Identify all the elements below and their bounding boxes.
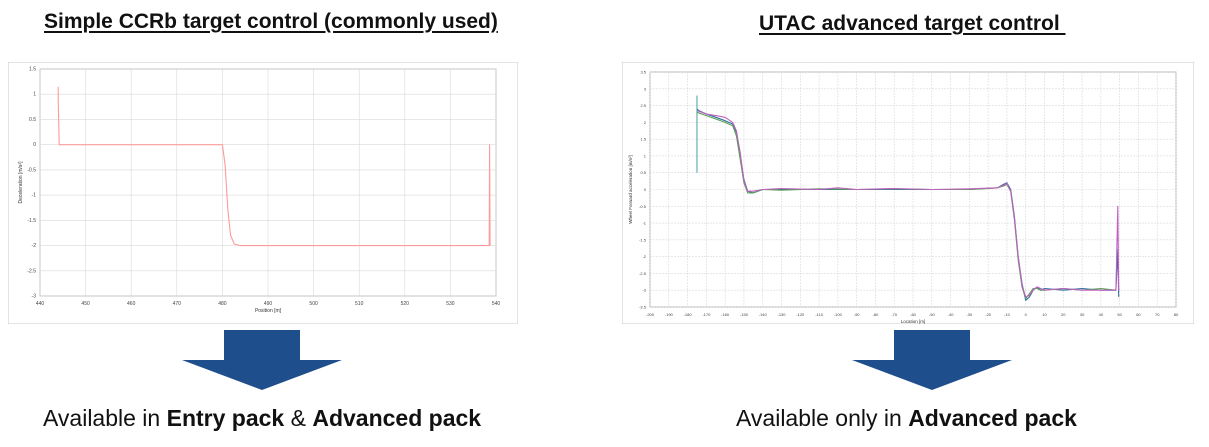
y-tick-label: -0.5 xyxy=(639,204,647,209)
x-tick-label: -190 xyxy=(665,312,674,317)
x-tick-label: -160 xyxy=(721,312,730,317)
y-tick-label: -1 xyxy=(642,221,646,226)
advanced-pack-label: Advanced pack xyxy=(908,405,1077,431)
x-tick-label: -140 xyxy=(759,312,768,317)
left-chart-heading: Simple CCRb target control (commonly use… xyxy=(44,10,498,33)
x-tick-label: 520 xyxy=(401,301,410,307)
availability-joiner: & xyxy=(284,405,313,431)
x-tick-label: 460 xyxy=(127,301,136,307)
arrow-shape xyxy=(852,330,1012,390)
y-tick-label: -1 xyxy=(32,193,37,199)
right-availability-text: Available only in Advanced pack xyxy=(736,405,1077,432)
x-tick-label: -10 xyxy=(1004,312,1011,317)
y-tick-label: 1.5 xyxy=(29,67,36,73)
x-tick-label: 80 xyxy=(1174,312,1179,317)
x-tick-label: 500 xyxy=(309,301,318,307)
x-tick-label: -20 xyxy=(985,312,992,317)
down-arrow-icon xyxy=(182,330,342,390)
down-arrow-icon xyxy=(852,330,1012,390)
y-tick-label: 1 xyxy=(33,92,36,98)
x-tick-label: 480 xyxy=(218,301,227,307)
series-line xyxy=(57,86,491,247)
utac-advanced-chart: -200 -190 -180 -170 -160 -150 -140 -130 -120 -110… xyxy=(622,62,1194,324)
advanced-pack-label: Advanced pack xyxy=(312,405,482,431)
y-tick-label: 0 xyxy=(33,142,36,148)
plot-area xyxy=(8,62,518,324)
x-tick-label: 70 xyxy=(1155,312,1160,317)
y-tick-label: -2.5 xyxy=(639,271,647,276)
y-tick-label: -1.5 xyxy=(639,237,647,242)
simple-ccrb-chart: 440 450 460 470 480 490 500 510 520 530 540 1.5 1 0.5… xyxy=(8,62,518,324)
y-tick-label: 1 xyxy=(644,153,647,158)
availability-prefix: Available in xyxy=(43,405,167,431)
y-tick-label: 2.5 xyxy=(640,103,646,108)
availability-prefix: Available only in xyxy=(736,405,909,431)
x-tick-label: -180 xyxy=(684,312,693,317)
x-tick-label: 540 xyxy=(492,301,501,307)
y-tick-label: -2 xyxy=(32,243,37,249)
y-tick-label: 3 xyxy=(644,86,647,91)
x-tick-label: -50 xyxy=(929,312,936,317)
x-tick-label: -200 xyxy=(646,312,655,317)
y-tick-label: -3.5 xyxy=(639,305,647,310)
x-tick-label: -100 xyxy=(834,312,843,317)
y-tick-label: 0.5 xyxy=(640,170,646,175)
x-tick-label: -130 xyxy=(777,312,786,317)
x-tick-label: 10 xyxy=(1042,312,1047,317)
y-tick-label: -2.5 xyxy=(27,268,36,274)
y-axis-label: Wheel Forward acceleration [m/s²] xyxy=(628,155,633,224)
arrow-shape xyxy=(182,330,342,390)
right-chart-heading: UTAC advanced target control xyxy=(759,12,1066,35)
y-tick-label: -3 xyxy=(642,288,646,293)
x-tick-label: 40 xyxy=(1099,312,1104,317)
x-tick-label: 50 xyxy=(1117,312,1122,317)
x-tick-label: -90 xyxy=(854,312,861,317)
y-tick-label: 3.5 xyxy=(640,70,646,75)
y-tick-label: -1.5 xyxy=(27,218,36,224)
x-tick-label: -150 xyxy=(740,312,749,317)
x-tick-label: -60 xyxy=(910,312,917,317)
x-tick-label: 60 xyxy=(1136,312,1141,317)
x-tick-label: 510 xyxy=(355,301,364,307)
series-line xyxy=(696,110,1120,298)
x-tick-label: -110 xyxy=(815,312,823,317)
x-tick-label: 450 xyxy=(81,301,90,307)
x-tick-label: 530 xyxy=(446,301,455,307)
x-tick-label: -80 xyxy=(873,312,880,317)
x-tick-label: 440 xyxy=(36,301,45,307)
y-tick-label: -0.5 xyxy=(27,167,36,173)
x-axis-label: Position [m] xyxy=(255,308,282,314)
x-tick-label: 0 xyxy=(1025,312,1028,317)
x-tick-label: -120 xyxy=(796,312,805,317)
y-tick-label: 1.5 xyxy=(640,137,646,142)
y-tick-label: 0 xyxy=(644,187,647,192)
x-tick-label: 20 xyxy=(1061,312,1066,317)
y-tick-label: -2 xyxy=(642,254,646,259)
y-tick-label: -3 xyxy=(32,294,37,300)
y-tick-label: 0.5 xyxy=(29,117,36,123)
left-availability-text: Available in Entry pack & Advanced pack xyxy=(43,405,481,432)
x-tick-label: 30 xyxy=(1080,312,1085,317)
x-tick-label: 490 xyxy=(264,301,273,307)
entry-pack-label: Entry pack xyxy=(166,405,285,431)
x-tick-label: -70 xyxy=(891,312,898,317)
y-axis-label: Deceleration [m/s²] xyxy=(18,161,24,204)
plot-area xyxy=(622,62,1194,324)
x-tick-label: -40 xyxy=(948,312,955,317)
x-tick-label: -170 xyxy=(702,312,711,317)
x-tick-label: -30 xyxy=(966,312,973,317)
x-tick-label: 470 xyxy=(173,301,182,307)
x-axis-label: Location [m] xyxy=(901,319,926,324)
y-tick-label: 2 xyxy=(644,120,647,125)
